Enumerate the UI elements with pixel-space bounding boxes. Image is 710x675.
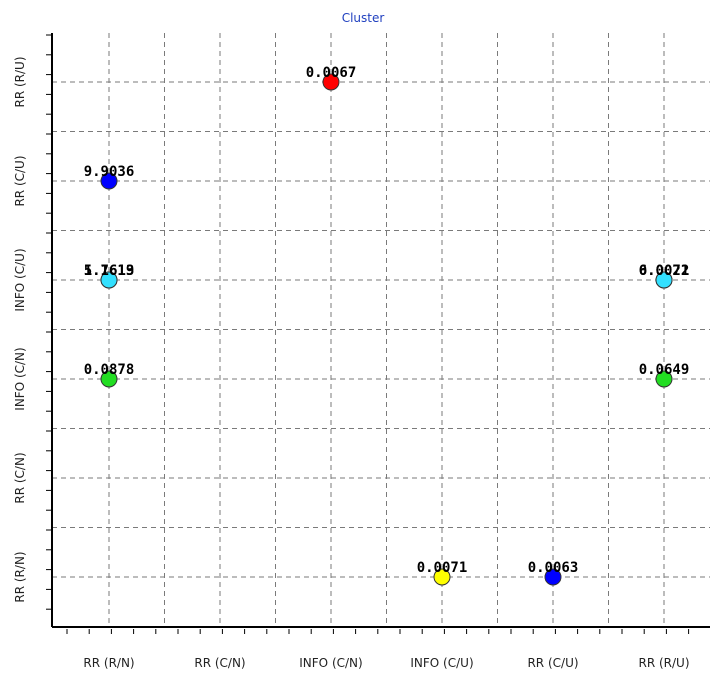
- x-tick-label: RR (R/U): [638, 656, 689, 670]
- data-points: [100, 73, 673, 586]
- data-label: 0.0071: [417, 560, 468, 576]
- data-label: 0.0649: [639, 362, 690, 378]
- data-point: [100, 172, 118, 190]
- chart-title: Cluster: [342, 11, 385, 25]
- y-tick-label: RR (R/U): [13, 56, 27, 107]
- y-tick-label: RR (C/N): [13, 452, 27, 503]
- x-tick-label: RR (C/U): [527, 656, 578, 670]
- data-point: [100, 271, 118, 289]
- data-label: 6.0071: [639, 263, 690, 279]
- data-point: [655, 370, 673, 388]
- y-tick-label: RR (C/U): [13, 155, 27, 206]
- data-point: [100, 370, 118, 388]
- y-tick-label: INFO (C/N): [13, 347, 27, 410]
- x-tick-labels: RR (R/N) RR (C/N) INFO (C/N) INFO (C/U) RR (…: [83, 656, 689, 670]
- data-label: 0.0067: [306, 65, 357, 81]
- data-point: [544, 568, 562, 586]
- data-label: 9.9036: [84, 164, 135, 180]
- data-label: 5.7619: [84, 263, 135, 279]
- y-tick-label: RR (R/N): [13, 551, 27, 602]
- grid-lines: [52, 33, 710, 627]
- y-tick-labels: RR (R/N) RR (C/N) INFO (C/N) INFO (C/U) RR (…: [13, 56, 27, 602]
- x-tick-label: RR (C/N): [194, 656, 245, 670]
- data-point: [433, 568, 451, 586]
- y-tick-label: INFO (C/U): [13, 248, 27, 311]
- x-tick-label: INFO (C/U): [410, 656, 473, 670]
- data-point: [655, 271, 673, 289]
- axes: [46, 33, 710, 634]
- data-label: 0.0022: [639, 263, 690, 279]
- data-label: 1.1613: [84, 263, 135, 279]
- x-tick-label: RR (R/N): [83, 656, 134, 670]
- data-label: 0.0063: [528, 560, 579, 576]
- x-tick-label: INFO (C/N): [299, 656, 362, 670]
- data-label: 0.0878: [84, 362, 135, 378]
- data-point: [322, 73, 340, 91]
